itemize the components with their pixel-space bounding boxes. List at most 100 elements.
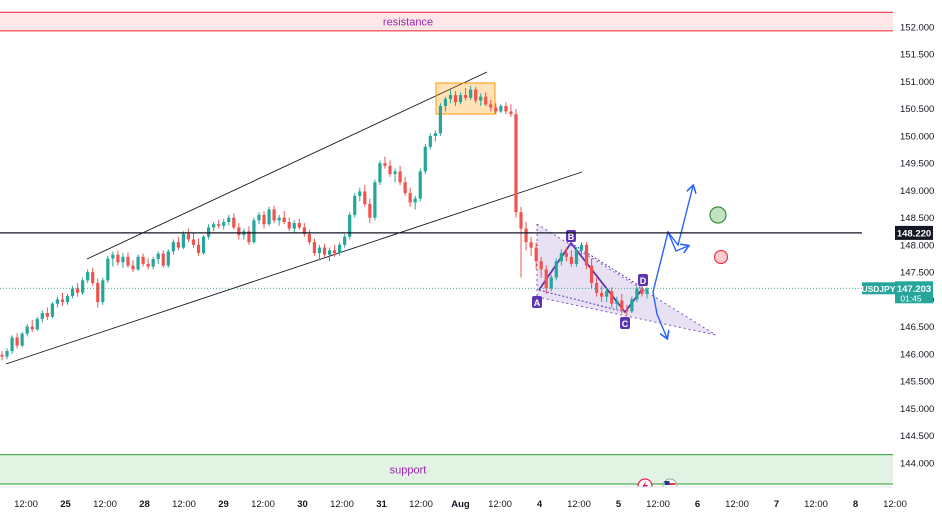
candle-body — [181, 233, 186, 248]
candle-body — [272, 209, 276, 221]
candle-body — [166, 251, 170, 266]
candle-body — [403, 182, 407, 194]
time-axis-tick-label: 12:00 — [409, 499, 433, 510]
candle-body — [126, 256, 130, 266]
candle-body — [277, 217, 281, 221]
candle-body — [292, 223, 296, 229]
candle-body — [539, 261, 543, 270]
candle-body — [10, 337, 14, 352]
candle-body — [383, 163, 387, 166]
price-axis-tick-label: 146.000 — [900, 349, 934, 360]
candle-body — [373, 182, 377, 218]
price-axis-tick-label: 149.500 — [900, 159, 934, 170]
bullish-alt-arrow — [667, 231, 688, 251]
candle-body — [479, 96, 483, 101]
candle-body — [282, 217, 286, 223]
candle-body — [554, 261, 558, 278]
time-axis-tick-label: 8 — [853, 499, 858, 510]
time-axis-tick-label: 29 — [218, 499, 229, 510]
candle-body — [50, 303, 54, 317]
candle-body — [398, 171, 402, 183]
candle-body — [247, 231, 251, 243]
candle-body — [559, 253, 563, 262]
channel-upper-line — [86, 71, 488, 260]
candle-body — [549, 277, 553, 289]
candle-body — [484, 96, 488, 105]
candle-body — [393, 171, 397, 175]
pattern-point-d-marker — [638, 274, 648, 286]
pattern-point-a-label: A — [534, 298, 541, 308]
pattern-point-c-marker — [620, 317, 630, 329]
candle-body — [176, 242, 180, 248]
price-axis-tick-label: 152.000 — [900, 23, 934, 34]
candle-body — [625, 310, 629, 312]
candle-body — [75, 288, 80, 293]
candle-body — [307, 233, 311, 243]
time-axis-tick-label: 12:00 — [14, 499, 38, 510]
price-axis-tick-label: 146.500 — [900, 322, 934, 333]
price-axis-tick-label: 148.000 — [900, 240, 934, 251]
candle-body — [343, 236, 347, 245]
candle-body — [146, 263, 150, 267]
candle-body — [630, 299, 634, 312]
candle-body — [579, 244, 584, 251]
candle-body — [453, 95, 458, 103]
price-axis-panel[interactable] — [893, 0, 942, 486]
price-axis-tick-label: 151.500 — [900, 50, 934, 61]
time-axis[interactable]: 12:00 25 12:00 28 12:00 29 12:00 30 12:00 31 12:00… — [0, 486, 942, 513]
candle-body — [232, 217, 236, 228]
candle-body — [141, 256, 145, 264]
candle-body — [474, 89, 478, 101]
pattern-point-c-label: C — [622, 319, 629, 329]
candle-body — [569, 256, 574, 264]
scenario-arrows — [652, 186, 729, 338]
candle-body — [534, 247, 538, 262]
candle-body — [20, 333, 24, 346]
countdown-text: 01:45 — [900, 293, 922, 303]
candle-body — [388, 165, 392, 175]
candle-body — [106, 258, 110, 281]
candle-body — [322, 247, 327, 255]
candle-body — [86, 272, 90, 281]
symbol-tag — [862, 282, 895, 295]
candle-body — [136, 256, 140, 270]
candle-body — [524, 228, 528, 243]
price-axis-tick-label: 145.500 — [900, 377, 934, 388]
time-axis-tick-label: 28 — [139, 499, 150, 510]
price-axis-tick-label: 144.500 — [900, 431, 934, 442]
price-axis-tick-label: 148.500 — [900, 213, 934, 224]
abcd-ab-dotted — [538, 289, 626, 313]
price-axis-tick-label: 147.500 — [900, 268, 934, 279]
candle-body — [262, 214, 266, 225]
price-axis[interactable]: 152.000 151.500 151.000 150.500 150.000 149.5… — [893, 0, 942, 497]
triangle-upper-line — [536, 223, 717, 336]
candle-body — [101, 280, 105, 303]
candle-body — [418, 171, 422, 199]
candle-body — [635, 288, 639, 300]
time-axis-tick-label: 4 — [537, 499, 543, 510]
price-axis-tick-label: 149.000 — [900, 186, 934, 197]
candle-body — [499, 105, 503, 112]
time-axis-panel[interactable] — [0, 487, 942, 513]
time-axis-tick-label: 12:00 — [567, 499, 591, 510]
pattern-point-b-label: B — [568, 232, 575, 242]
candle-body — [448, 95, 453, 99]
candle-body — [458, 95, 463, 103]
candle-body — [151, 259, 155, 267]
target-circle-green — [709, 206, 727, 224]
candle-body — [620, 300, 624, 311]
time-axis-tick-label: 12:00 — [488, 499, 512, 510]
candle-body — [640, 288, 644, 294]
time-axis-tick-label: 12:00 — [883, 499, 907, 510]
candle-body — [217, 224, 221, 226]
candle-body — [529, 242, 533, 248]
price-axis-tick-label: 151.000 — [900, 77, 934, 88]
lightning-glyph-icon — [642, 481, 648, 491]
price-axis-tick-label: 145.000 — [900, 404, 934, 415]
candle-body — [363, 191, 367, 205]
time-axis-tick-label: 12:00 — [330, 499, 354, 510]
candle-body — [111, 254, 115, 259]
pattern-point-d-label: D — [640, 276, 647, 286]
candle-body — [0, 354, 4, 357]
